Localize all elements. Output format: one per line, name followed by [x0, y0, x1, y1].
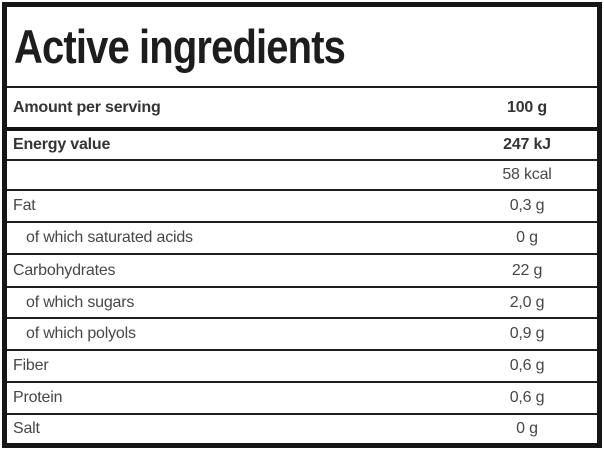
table-row-protein: Protein 0,6 g: [7, 383, 597, 415]
row-label: Amount per serving: [13, 98, 161, 116]
table-row-energy-kcal: 58 kcal: [7, 161, 597, 191]
row-value: 0,6 g: [509, 389, 545, 406]
row-value: 0,9 g: [509, 325, 545, 342]
table-row-energy-value: Energy value 247 kJ: [7, 131, 597, 161]
table-row-amount-per-serving: Amount per serving 100 g: [7, 88, 597, 131]
row-label: of which sugars: [26, 293, 135, 311]
table-row-saturated-acids: of which saturated acids 0 g: [7, 223, 597, 255]
row-value: 247 kJ: [503, 136, 551, 153]
table-title: Active ingredients: [14, 20, 346, 73]
row-value: 100 g: [507, 98, 547, 116]
row-label: Protein: [13, 389, 63, 406]
row-label: of which saturated acids: [26, 229, 193, 246]
row-value: 0 g: [516, 229, 538, 246]
row-label: Salt: [13, 420, 40, 437]
row-label: of which polyols: [26, 325, 136, 342]
row-value: 58 kcal: [502, 166, 552, 183]
table-row-carbohydrates: Carbohydrates 22 g: [7, 255, 597, 288]
table-row-sugars: of which sugars 2,0 g: [7, 288, 597, 319]
row-label: Fiber: [13, 357, 49, 374]
row-value: 0 g: [516, 420, 538, 437]
row-value: 0,3 g: [509, 197, 545, 214]
row-label: Carbohydrates: [13, 261, 116, 279]
table-row-fiber: Fiber 0,6 g: [7, 351, 597, 383]
row-label: Fat: [13, 197, 36, 214]
table-row-polyols: of which polyols 0,9 g: [7, 319, 597, 351]
row-value: 2,0 g: [509, 293, 545, 311]
row-label: Energy value: [13, 136, 111, 153]
row-value: 22 g: [511, 261, 543, 279]
table-row-fat: Fat 0,3 g: [7, 191, 597, 223]
table-row-salt: Salt 0 g: [7, 415, 597, 443]
row-value: 0,6 g: [509, 357, 545, 374]
table-header: Active ingredients: [7, 7, 597, 88]
